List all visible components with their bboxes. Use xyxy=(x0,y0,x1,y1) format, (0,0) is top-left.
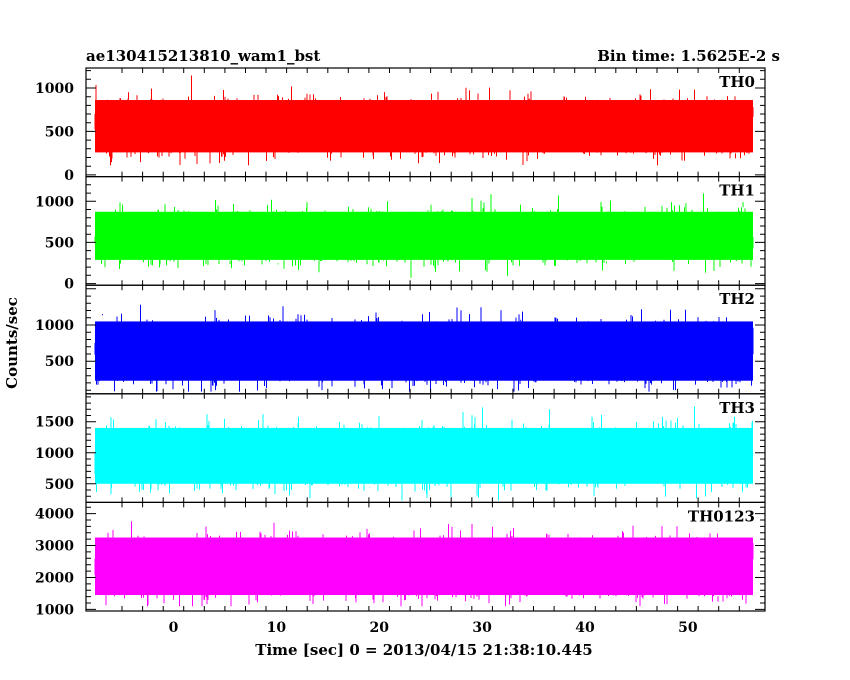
chart-title: ae130415213810_wam1_bst xyxy=(86,47,320,65)
panel-label-th3: TH3 xyxy=(719,399,755,417)
panel-label-th2: TH2 xyxy=(719,290,755,308)
series-th0123-trace xyxy=(94,521,754,607)
panel-ticks-th1 xyxy=(86,176,765,286)
panel-ticks-th0 xyxy=(86,68,765,177)
series-th0-trace xyxy=(94,75,754,166)
panel-th1: 0 500 1000 TH1 xyxy=(35,176,766,293)
y-tick-label: 500 xyxy=(45,354,74,370)
series-th1-trace xyxy=(94,193,754,278)
panel-ticks-th3 xyxy=(86,393,765,503)
panel-th0123: 1000 2000 3000 4000 TH0123 xyxy=(35,501,766,618)
panel-label-th1: TH1 xyxy=(719,182,755,200)
bin-time-label: Bin time: 1.5625E-2 s xyxy=(597,47,780,65)
panel-ticks-th0123 xyxy=(86,502,765,611)
y-tick-label: 2000 xyxy=(35,570,74,586)
y-tick-label: 1000 xyxy=(35,194,74,210)
y-tick-label: 1000 xyxy=(35,446,74,462)
y-tick-label: 500 xyxy=(45,477,74,493)
x-tick-label: 50 xyxy=(678,620,698,636)
y-tick-label: 1500 xyxy=(35,415,74,431)
panel-th0: 0 500 1000 TH0 xyxy=(35,67,766,184)
y-tick-label: 3000 xyxy=(35,539,74,555)
y-tick-label: 1000 xyxy=(35,81,74,97)
y-tick-label: 0 xyxy=(64,168,74,184)
x-tick-label: 40 xyxy=(575,620,595,636)
panel-th3: 500 1000 1500 TH3 xyxy=(35,393,766,503)
series-th3-trace xyxy=(94,406,754,501)
panel-label-th0: TH0 xyxy=(719,73,755,91)
x-tick-label: 0 xyxy=(169,620,179,636)
y-tick-label: 500 xyxy=(45,124,74,140)
panel-th2: 500 1000 TH2 xyxy=(35,284,766,395)
x-tick-label: 30 xyxy=(472,620,492,636)
y-tick-label: 1000 xyxy=(35,602,74,618)
y-tick-label: 1000 xyxy=(35,318,74,334)
y-tick-label: 0 xyxy=(64,277,74,293)
y-tick-label: 500 xyxy=(45,235,74,251)
y-tick-label: 4000 xyxy=(35,507,74,523)
y-axis-label: Counts/sec xyxy=(3,297,21,389)
series-th2-trace xyxy=(94,304,754,392)
x-tick-label: 20 xyxy=(369,620,389,636)
panel-label-th0123: TH0123 xyxy=(688,507,755,525)
x-axis-label: Time [sec] 0 = 2013/04/15 21:38:10.445 xyxy=(255,641,592,659)
panel-ticks-th2 xyxy=(86,285,765,394)
x-tick-label: 10 xyxy=(267,620,287,636)
panel-frame-th0123 xyxy=(85,501,766,612)
